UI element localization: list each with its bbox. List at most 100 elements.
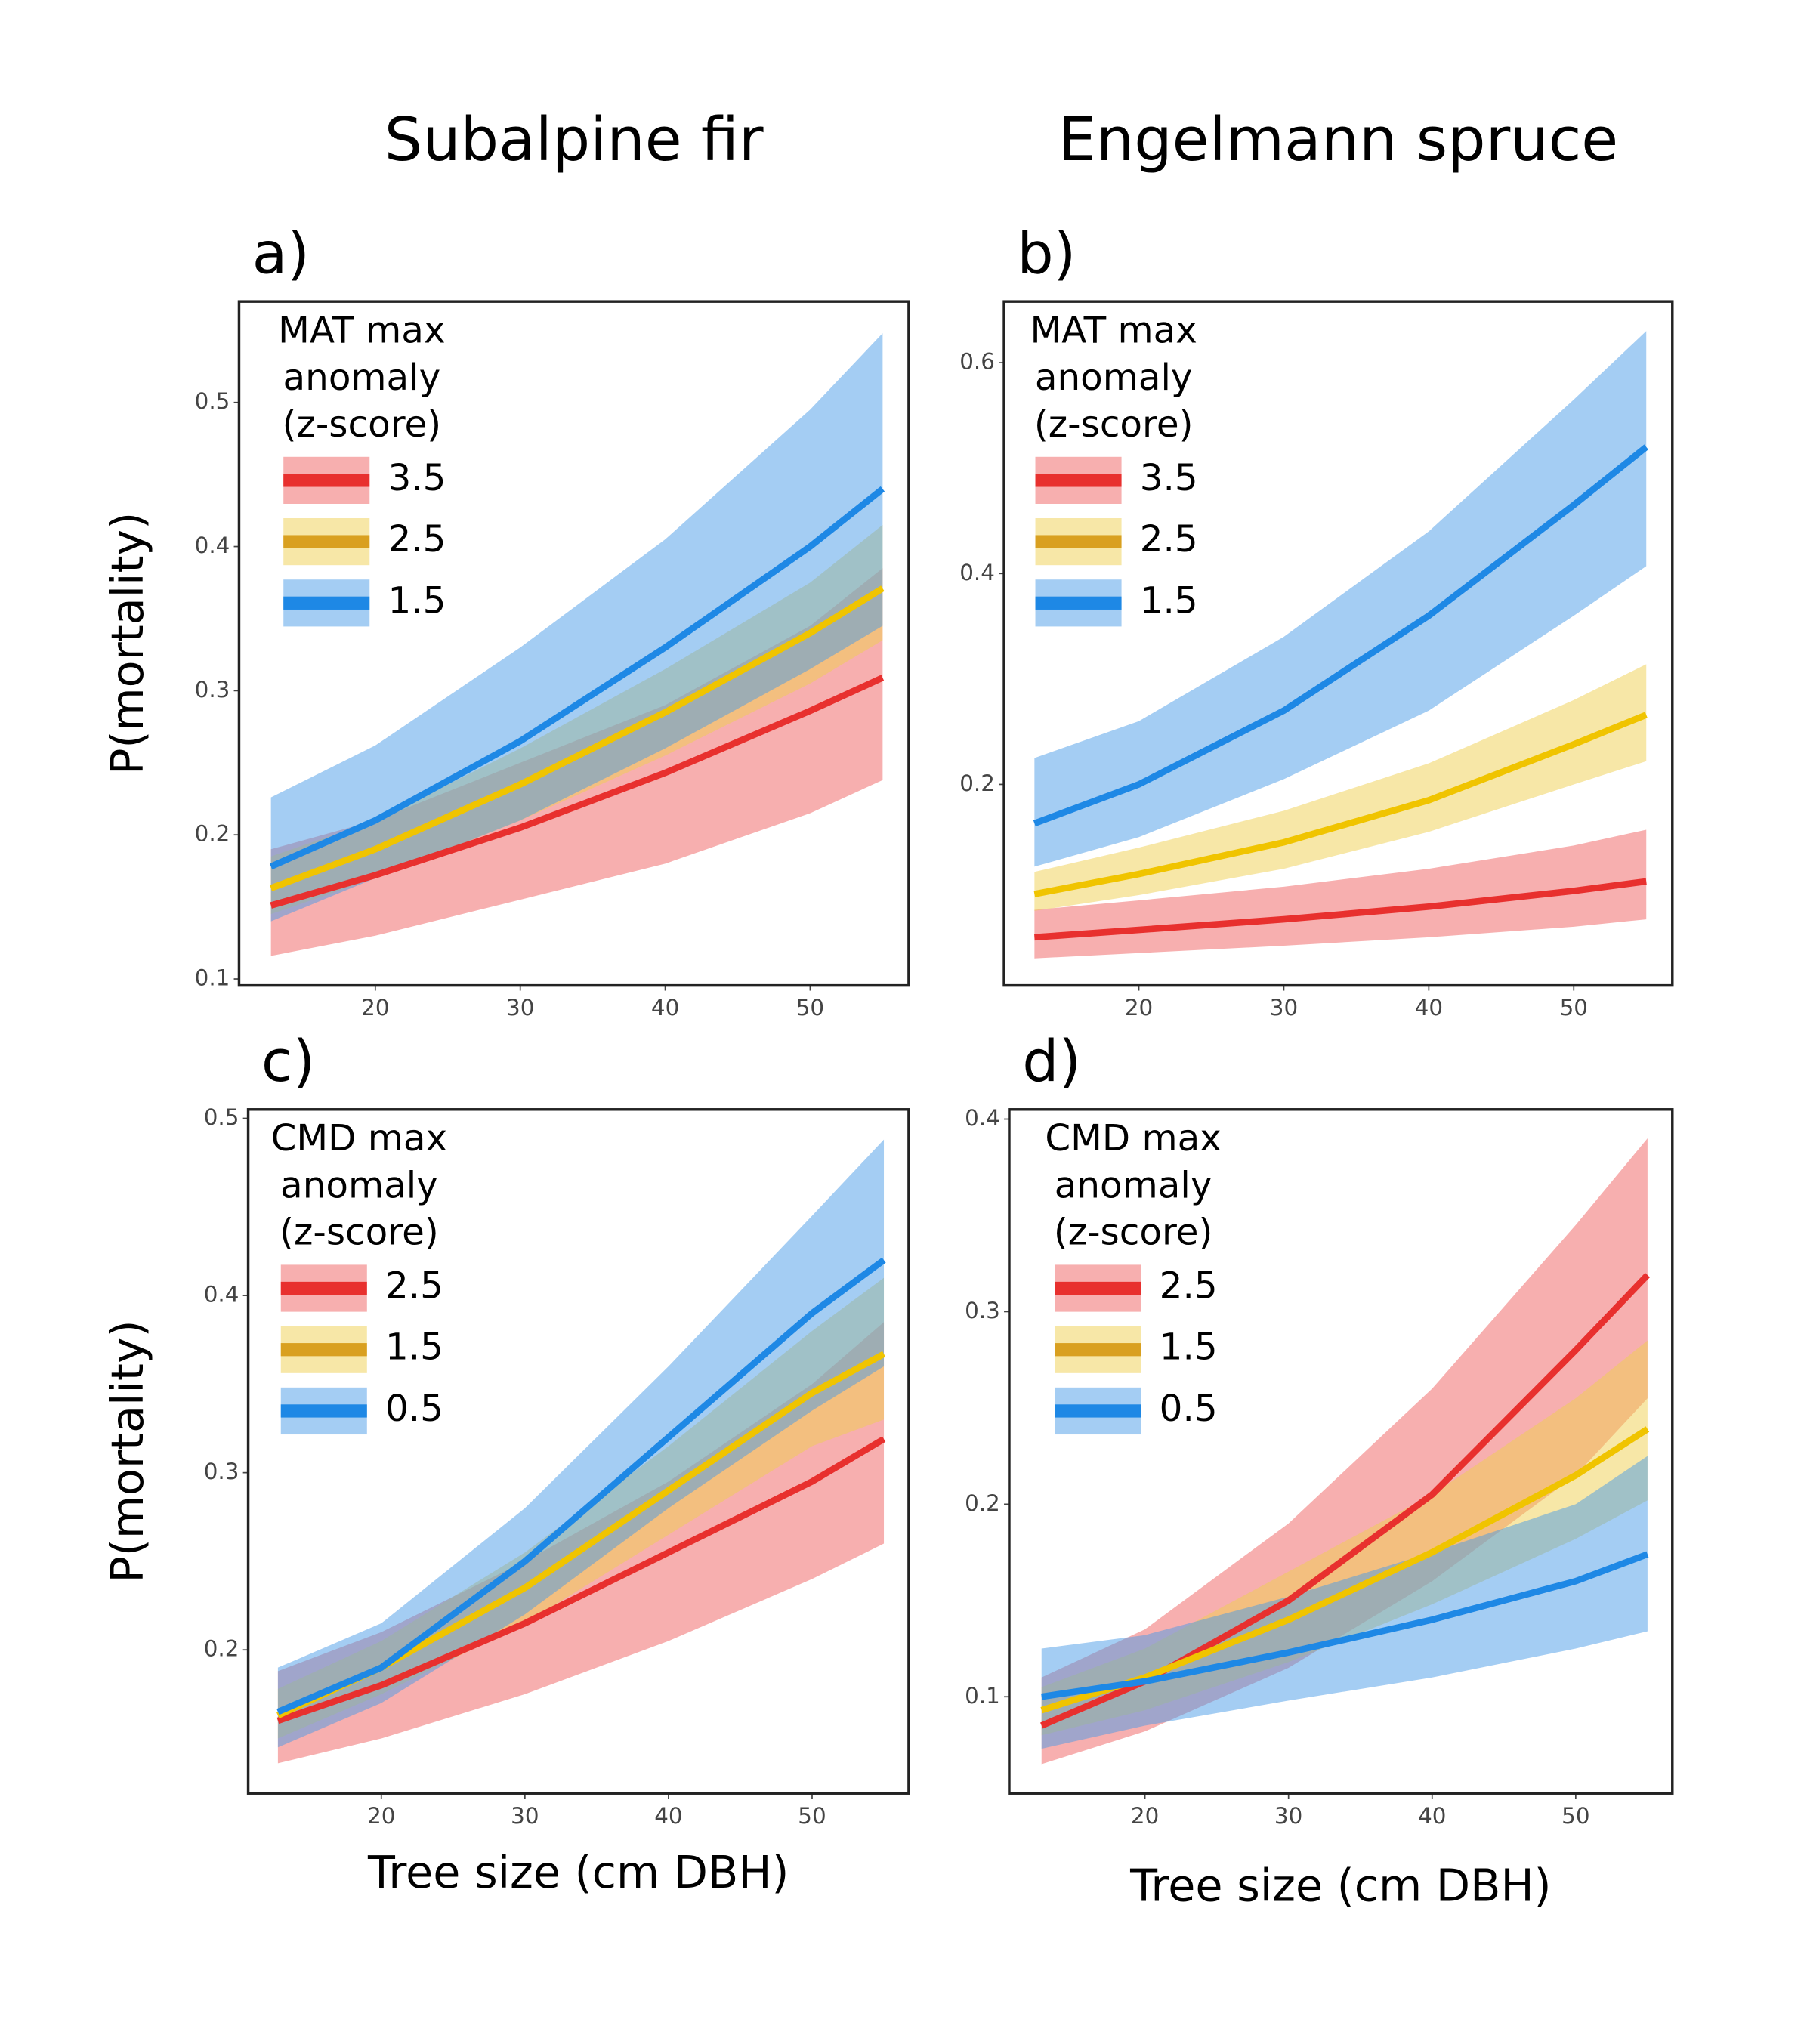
legend-label: 1.5 xyxy=(1160,1326,1218,1369)
legend-label: 2.5 xyxy=(1140,518,1198,560)
legend-line xyxy=(1055,1343,1141,1357)
legend-title: (z-score) xyxy=(283,403,442,446)
x-tick-label: 30 xyxy=(506,995,534,1020)
panel-label: c) xyxy=(261,1027,315,1095)
confidence-ribbon xyxy=(270,333,883,922)
legend-label: 2.5 xyxy=(385,1265,443,1308)
legend-line xyxy=(283,596,370,610)
y-tick-label: 0.3 xyxy=(965,1298,1000,1323)
line xyxy=(270,675,885,909)
y-tick-label: 0.4 xyxy=(195,533,230,558)
legend-title: MAT max xyxy=(1030,310,1197,352)
x-tick-label: 30 xyxy=(1270,995,1298,1020)
plot-frame xyxy=(246,1108,910,1795)
legend-title: anomaly xyxy=(283,357,441,399)
y-axis-label: P(mortality) xyxy=(101,512,153,775)
x-tick-label: 40 xyxy=(651,995,679,1020)
panel-label: b) xyxy=(1017,219,1076,286)
x-tick-label: 40 xyxy=(1418,1803,1446,1829)
confidence-ribbon xyxy=(1041,1456,1648,1749)
legend-label: 1.5 xyxy=(388,579,446,622)
panel-label: d) xyxy=(1022,1027,1081,1095)
y-tick-label: 0.4 xyxy=(959,560,995,585)
line xyxy=(1034,878,1647,941)
x-axis-label: Tree size (cm DBH) xyxy=(1129,1859,1551,1911)
x-tick-label: 50 xyxy=(1560,995,1588,1020)
y-tick-label: 0.2 xyxy=(959,770,995,796)
legend-line xyxy=(1035,596,1122,610)
column-title: Engelmann spruce xyxy=(1058,104,1619,174)
y-tick-label: 0.4 xyxy=(204,1282,239,1308)
line xyxy=(276,1257,886,1715)
line xyxy=(1033,444,1648,827)
plot-frame xyxy=(1008,1108,1674,1795)
y-tick-label: 0.2 xyxy=(965,1490,1000,1516)
y-tick-label: 0.6 xyxy=(959,349,995,375)
legend-line xyxy=(283,474,370,487)
confidence-ribbon xyxy=(1041,1138,1648,1765)
line xyxy=(270,585,885,891)
legend-line xyxy=(283,535,370,548)
plot-frame xyxy=(1002,300,1674,987)
x-tick-label: 30 xyxy=(511,1803,539,1829)
legend-title: MAT max xyxy=(278,310,445,352)
x-tick-label: 50 xyxy=(796,995,824,1020)
line xyxy=(276,1436,886,1724)
legend-title: anomaly xyxy=(1035,357,1193,399)
x-axis-label: Tree size (cm DBH) xyxy=(367,1846,789,1898)
legend-line xyxy=(280,1404,367,1418)
legend-label: 3.5 xyxy=(1140,457,1198,499)
legend-title: CMD max xyxy=(271,1117,448,1159)
y-tick-label: 0.2 xyxy=(204,1636,239,1662)
confidence-ribbon xyxy=(1034,331,1647,867)
y-tick-label: 0.1 xyxy=(195,965,230,991)
legend-label: 0.5 xyxy=(385,1388,443,1430)
x-tick-label: 20 xyxy=(367,1803,395,1829)
legend-label: 2.5 xyxy=(388,518,446,560)
legend-label: 0.5 xyxy=(1160,1388,1218,1430)
x-tick-label: 50 xyxy=(1561,1803,1589,1829)
y-tick-label: 0.4 xyxy=(965,1105,1000,1131)
panel-label: a) xyxy=(252,219,310,286)
x-tick-label: 20 xyxy=(1125,995,1153,1020)
x-tick-label: 40 xyxy=(654,1803,682,1829)
legend-line xyxy=(1055,1404,1141,1418)
legend-label: 1.5 xyxy=(385,1326,443,1369)
legend-title: CMD max xyxy=(1045,1117,1222,1159)
y-axis-label: P(mortality) xyxy=(101,1320,153,1582)
x-tick-label: 20 xyxy=(361,995,389,1020)
x-tick-label: 20 xyxy=(1131,1803,1159,1829)
legend-title: anomaly xyxy=(1055,1164,1212,1206)
y-tick-label: 0.1 xyxy=(965,1683,1000,1709)
y-tick-label: 0.3 xyxy=(195,677,230,702)
plot-frame xyxy=(237,300,910,987)
legend-title: anomaly xyxy=(280,1164,438,1206)
y-tick-label: 0.5 xyxy=(204,1104,239,1130)
line xyxy=(1040,1273,1651,1729)
confidence-ribbon xyxy=(1034,664,1647,911)
legend-title: (z-score) xyxy=(1054,1212,1213,1254)
confidence-ribbon xyxy=(277,1139,885,1748)
legend-line xyxy=(1035,535,1122,548)
legend-line xyxy=(1035,474,1122,487)
line xyxy=(269,486,885,870)
y-tick-label: 0.2 xyxy=(195,821,230,847)
x-tick-label: 50 xyxy=(798,1803,826,1829)
column-title: Subalpine fir xyxy=(385,104,764,174)
x-tick-label: 30 xyxy=(1274,1803,1302,1829)
y-tick-label: 0.3 xyxy=(204,1459,239,1484)
line xyxy=(1033,712,1648,897)
legend-line xyxy=(280,1343,367,1357)
y-tick-label: 0.5 xyxy=(195,388,230,414)
legend-label: 1.5 xyxy=(1140,579,1198,622)
line xyxy=(1041,1551,1649,1700)
legend-line xyxy=(280,1281,367,1295)
legend-label: 3.5 xyxy=(388,457,446,499)
legend-label: 2.5 xyxy=(1160,1265,1218,1308)
legend-title: (z-score) xyxy=(280,1212,439,1254)
legend-line xyxy=(1055,1281,1141,1295)
legend-title: (z-score) xyxy=(1034,403,1194,446)
x-tick-label: 40 xyxy=(1415,995,1443,1020)
